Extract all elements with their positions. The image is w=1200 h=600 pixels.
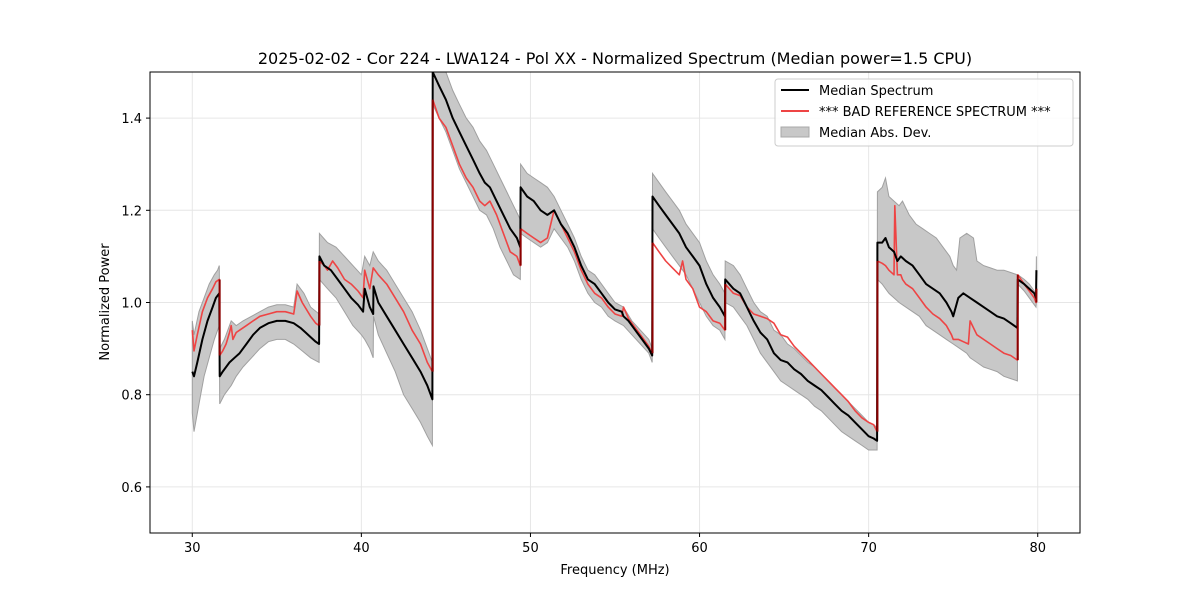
x-axis-label: Frequency (MHz) — [560, 563, 669, 578]
legend-label-median: Median Spectrum — [819, 84, 933, 99]
legend-item-reference: *** BAD REFERENCE SPECTRUM *** — [781, 105, 1051, 120]
x-tick-label: 50 — [522, 541, 539, 556]
x-tick-label: 80 — [1029, 541, 1046, 556]
y-axis: 0.6 0.8 1.0 1.2 1.4 — [121, 112, 150, 496]
x-axis: 30 40 50 60 70 80 — [184, 533, 1046, 556]
legend-item-median: Median Spectrum — [781, 84, 933, 99]
y-tick-label: 0.8 — [121, 389, 142, 404]
y-tick-label: 1.2 — [121, 204, 142, 219]
plot-area — [191, 72, 1038, 451]
legend-label-mad: Median Abs. Dev. — [819, 126, 931, 141]
legend-label-reference: *** BAD REFERENCE SPECTRUM *** — [819, 105, 1051, 120]
x-tick-label: 40 — [353, 541, 370, 556]
x-tick-label: 30 — [184, 541, 201, 556]
chart-title: 2025-02-02 - Cor 224 - LWA124 - Pol XX -… — [258, 49, 972, 68]
x-tick-label: 60 — [691, 541, 708, 556]
legend: Median Spectrum *** BAD REFERENCE SPECTR… — [774, 78, 1074, 147]
reference-spectrum-line — [191, 98, 1038, 433]
y-tick-label: 0.6 — [121, 481, 142, 496]
legend-frame — [774, 78, 1074, 147]
y-tick-label: 1.4 — [121, 112, 142, 127]
x-tick-label: 70 — [860, 541, 877, 556]
legend-item-mad: Median Abs. Dev. — [780, 126, 931, 141]
legend-swatch-mad — [780, 126, 810, 138]
y-axis-label: Normalized Power — [98, 243, 113, 361]
y-tick-label: 1.0 — [121, 297, 142, 312]
